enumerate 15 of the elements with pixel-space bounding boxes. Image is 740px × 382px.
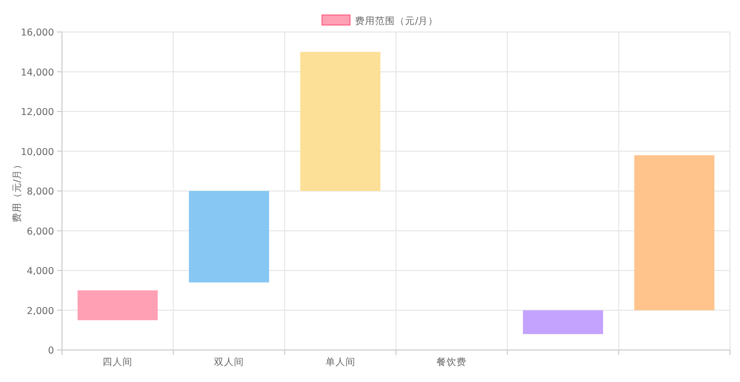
y-tick-label: 8,000 <box>26 186 54 198</box>
x-tick-label: 双人间 <box>214 356 244 368</box>
y-tick-label: 10,000 <box>20 146 54 158</box>
y-tick-label: 2,000 <box>26 306 54 317</box>
y-tick-label: 14,000 <box>20 67 54 78</box>
y-tick-label: 16,000 <box>20 28 54 38</box>
x-tick-label: 单人间 <box>325 356 356 368</box>
y-tick-label: 6,000 <box>26 226 54 238</box>
y-axis-title: 费用（元/月） <box>11 159 23 223</box>
legend-label: 费用范围（元/月） <box>355 15 438 27</box>
y-tick-label: 0 <box>48 346 54 356</box>
y-tick-label: 12,000 <box>20 107 54 118</box>
x-tick-label: 餐饮费 <box>436 356 467 368</box>
x-tick-label: 四人间 <box>102 356 133 368</box>
y-tick-label: 4,000 <box>26 266 54 277</box>
